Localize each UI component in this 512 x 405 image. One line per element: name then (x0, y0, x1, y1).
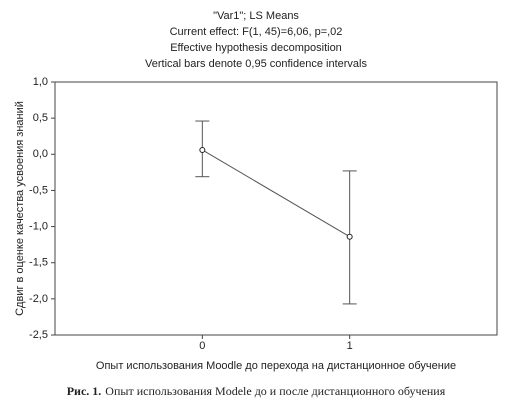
x-tick-label: 0 (199, 340, 205, 352)
y-tick-label: -2,0 (29, 293, 48, 305)
chart-title: Effective hypothesis decomposition (170, 42, 342, 54)
caption-label: Рис. 1. (67, 384, 102, 398)
point (199, 146, 206, 153)
y-tick-label: -1,0 (29, 220, 48, 232)
x-axis-label: Опыт использования Moodle до перехода на… (96, 360, 456, 372)
y-tick-label: -1,5 (29, 257, 48, 269)
point (346, 233, 353, 240)
line (202, 149, 350, 238)
plot-frame (54, 81, 498, 336)
y-tick-label: 0,0 (33, 148, 48, 160)
caption-text: Опыт использования Modele до и после дис… (105, 384, 445, 398)
y-tick-label: -2,5 (29, 329, 48, 341)
chart-title: Vertical bars denote 0,95 confidence int… (145, 58, 367, 70)
x-tick-label: 1 (347, 340, 353, 352)
chart-title: Current effect: F(1, 45)=6,06, p=,02 (170, 26, 343, 38)
y-tick-label: 1,0 (33, 76, 48, 88)
chart-title: "Var1"; LS Means (213, 10, 299, 22)
y-axis-label: Сдвиг в оценке качества усвоения знаний (14, 101, 26, 316)
y-tick-label: 0,5 (33, 112, 48, 124)
caption: Рис. 1. Опыт использования Modele до и по… (67, 384, 446, 398)
y-tick-label: -0,5 (29, 184, 48, 196)
